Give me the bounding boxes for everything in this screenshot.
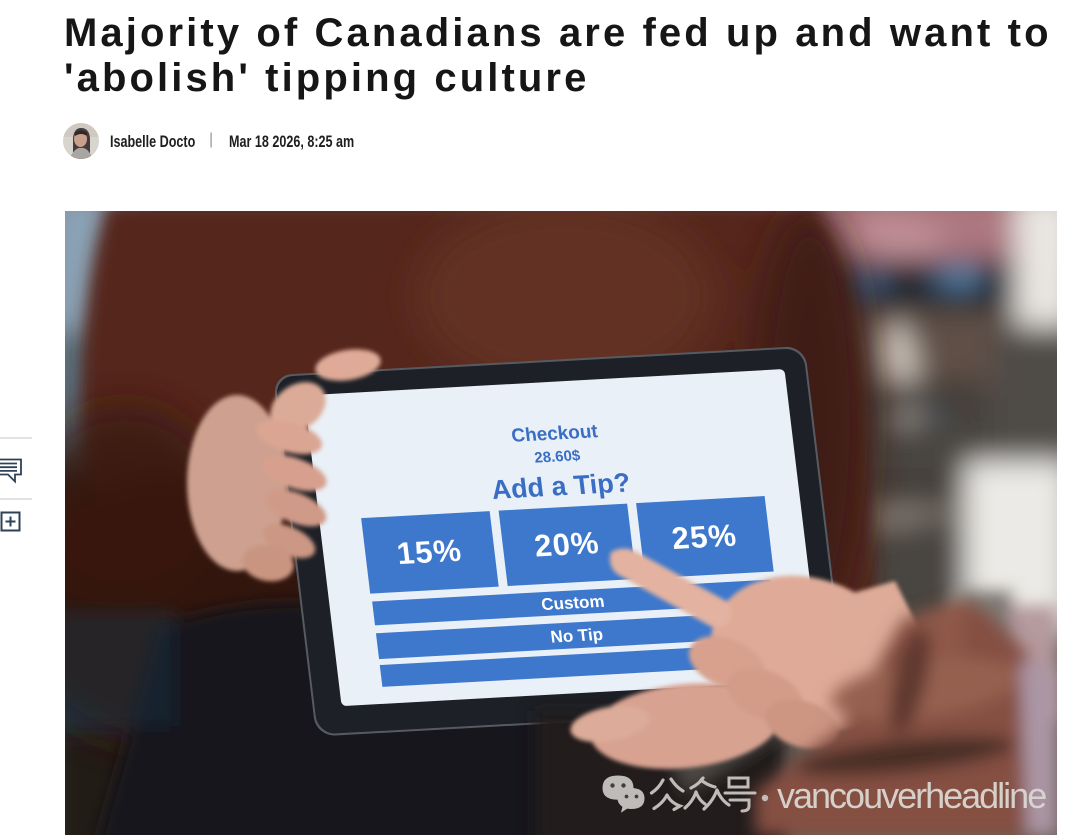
svg-text:28.60$: 28.60$ (533, 447, 581, 466)
svg-text:vancouverheadline: vancouverheadline (777, 775, 1046, 816)
svg-text:15%: 15% (395, 533, 464, 571)
svg-text:20%: 20% (532, 525, 601, 563)
svg-text:No Tip: No Tip (550, 625, 605, 647)
svg-text:Custom: Custom (540, 592, 605, 614)
svg-text:25%: 25% (670, 518, 739, 556)
svg-text:Checkout: Checkout (510, 421, 599, 447)
